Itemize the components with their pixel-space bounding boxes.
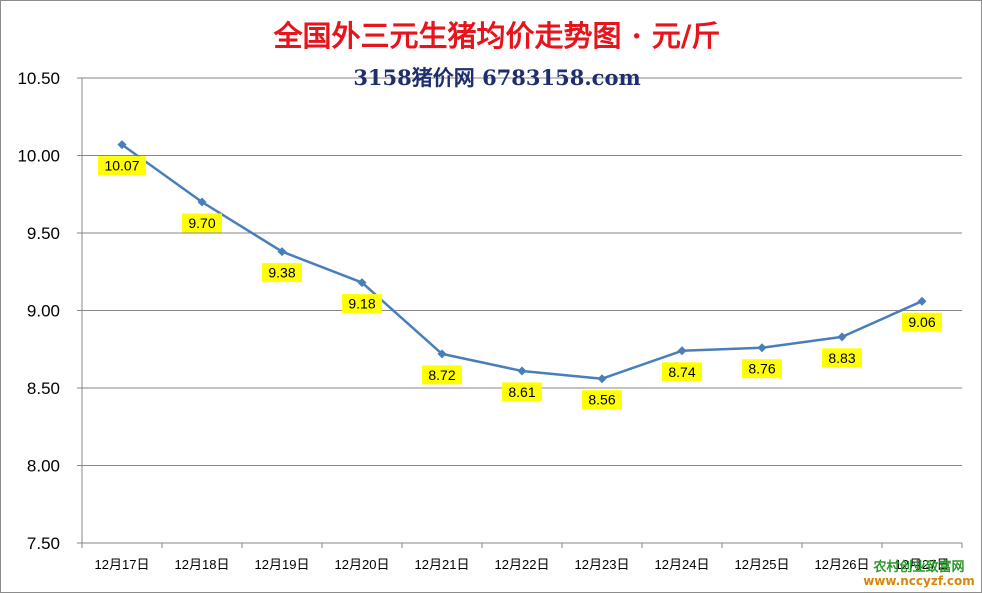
data-label: 8.72 (428, 367, 455, 383)
data-label-box (422, 365, 462, 385)
data-point (917, 296, 927, 306)
x-tick-label: 12月21日 (415, 557, 470, 572)
data-label-box (502, 382, 542, 402)
data-point (757, 343, 767, 353)
x-tick-label: 12月20日 (335, 557, 390, 572)
x-tick-label: 12月24日 (655, 557, 710, 572)
x-tick-label: 12月26日 (815, 557, 870, 572)
data-label: 8.83 (828, 350, 855, 366)
data-label: 8.61 (508, 384, 535, 400)
data-point (357, 278, 367, 288)
data-label: 9.70 (188, 215, 215, 231)
data-label: 8.74 (668, 364, 695, 380)
y-tick-label: 7.50 (27, 534, 60, 553)
x-tick-label: 12月19日 (255, 557, 310, 572)
y-tick-label: 9.50 (27, 224, 60, 243)
data-label-box (182, 213, 222, 233)
x-tick-label: 12月25日 (735, 557, 790, 572)
data-label: 9.06 (908, 314, 935, 330)
data-label-box (742, 359, 782, 379)
y-tick-label: 9.00 (27, 302, 60, 321)
data-label: 9.38 (268, 265, 295, 281)
y-tick-label: 8.00 (27, 457, 60, 476)
y-tick-label: 8.50 (27, 379, 60, 398)
watermark-line-2: www.nccyzf.com (863, 574, 975, 588)
data-label-box (582, 390, 622, 410)
x-tick-label: 12月23日 (575, 557, 630, 572)
data-label-box (342, 294, 382, 314)
data-label: 9.18 (348, 296, 375, 312)
data-label: 8.56 (588, 392, 615, 408)
data-label-layer: 10.07 9.70 9.38 9.18 8.72 8.61 8.56 8.74 8.76 8.8… (98, 156, 942, 410)
data-label-box (662, 362, 702, 382)
data-label: 8.76 (748, 361, 775, 377)
series-line (121, 143, 923, 380)
y-tick-label: 10.50 (17, 69, 60, 88)
data-label-box (822, 348, 862, 368)
data-point (277, 247, 287, 257)
data-point (197, 197, 207, 207)
y-tick-label: 10.00 (17, 147, 60, 166)
chart-subtitle: 3158猪价网 6783158.com (353, 65, 640, 90)
data-point (837, 332, 847, 342)
watermark-line-1: 农村创业致富网 (872, 559, 964, 575)
data-point (437, 349, 447, 359)
x-tick-label: 12月17日 (95, 557, 150, 572)
grid-layer (82, 77, 962, 544)
data-label: 10.07 (104, 158, 139, 174)
data-point (117, 140, 127, 150)
x-tick-label: 12月27日 (895, 557, 950, 572)
data-point (517, 366, 527, 376)
series-layer (117, 140, 927, 384)
data-point (677, 346, 687, 356)
data-label-box (98, 156, 146, 176)
x-tick-label: 12月22日 (495, 557, 550, 572)
data-label-box (262, 263, 302, 283)
data-point (597, 374, 607, 384)
chart-title: 全国外三元生猪均价走势图 · 元/斤 (273, 19, 721, 53)
x-tick-label: 12月18日 (175, 557, 230, 572)
data-label-box (902, 312, 942, 332)
axis-layer: 7.50 8.00 8.50 9.00 9.50 10.00 10.50 12月17日 12月1… (17, 69, 963, 572)
